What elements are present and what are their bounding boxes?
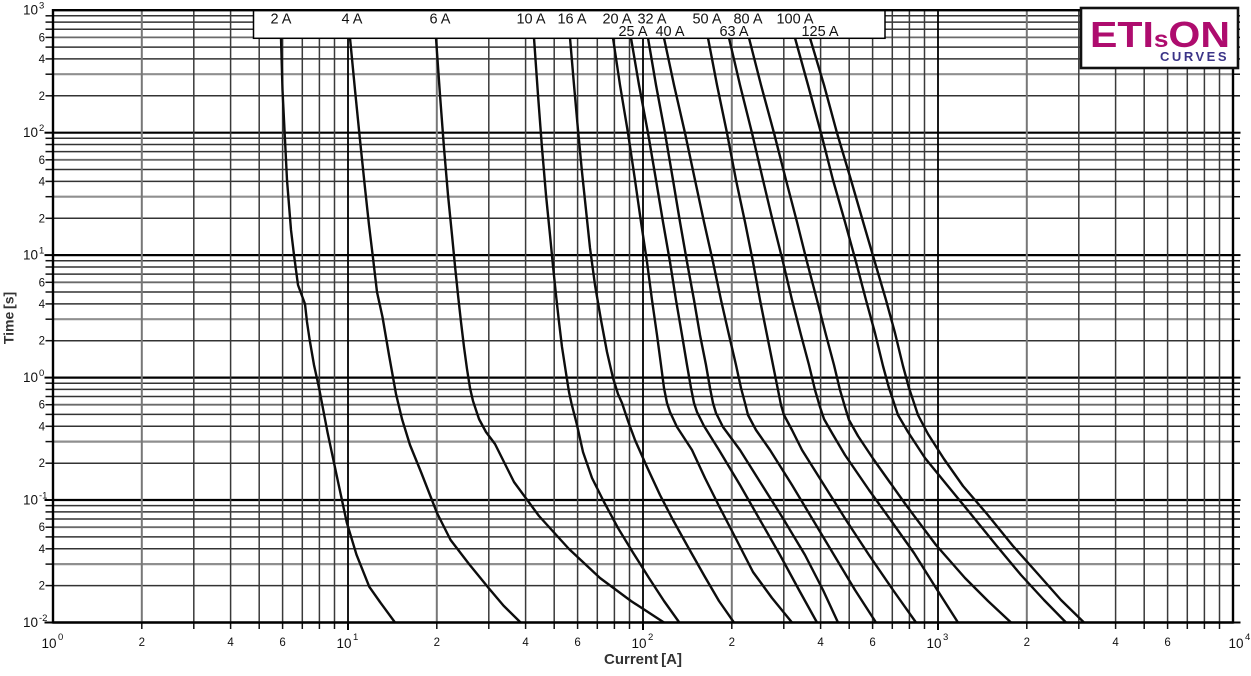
svg-text:16 A: 16 A bbox=[557, 12, 586, 28]
svg-text:Current [A]: Current [A] bbox=[604, 651, 682, 668]
svg-text:0: 0 bbox=[39, 368, 44, 379]
svg-text:6: 6 bbox=[39, 32, 45, 44]
svg-text:6: 6 bbox=[574, 637, 580, 649]
svg-text:2: 2 bbox=[39, 458, 45, 470]
svg-text:2: 2 bbox=[729, 637, 735, 649]
svg-text:6: 6 bbox=[39, 155, 45, 167]
svg-text:3: 3 bbox=[943, 632, 948, 643]
svg-text:32 A: 32 A bbox=[637, 12, 666, 28]
svg-text:10: 10 bbox=[631, 636, 646, 651]
svg-text:6: 6 bbox=[39, 522, 45, 534]
svg-text:50 A: 50 A bbox=[692, 12, 721, 28]
svg-text:2: 2 bbox=[139, 637, 145, 649]
svg-text:10: 10 bbox=[23, 493, 38, 508]
svg-text:1: 1 bbox=[353, 632, 358, 643]
svg-text:10: 10 bbox=[23, 125, 38, 140]
svg-text:0: 0 bbox=[58, 632, 63, 643]
svg-text:2: 2 bbox=[39, 213, 45, 225]
svg-text:Time [s]: Time [s] bbox=[1, 292, 17, 344]
svg-text:2 A: 2 A bbox=[271, 12, 292, 28]
svg-text:1: 1 bbox=[39, 246, 44, 257]
svg-text:20 A: 20 A bbox=[602, 12, 631, 28]
svg-text:6: 6 bbox=[39, 277, 45, 289]
svg-text:25 A: 25 A bbox=[618, 24, 647, 40]
svg-text:4: 4 bbox=[817, 637, 824, 649]
svg-text:4: 4 bbox=[39, 544, 46, 556]
svg-text:100 A: 100 A bbox=[776, 12, 813, 28]
svg-text:63 A: 63 A bbox=[719, 24, 748, 40]
svg-text:4: 4 bbox=[39, 54, 46, 66]
svg-text:80 A: 80 A bbox=[733, 12, 762, 28]
svg-text:4: 4 bbox=[1245, 632, 1250, 643]
svg-text:2: 2 bbox=[434, 637, 440, 649]
svg-text:10: 10 bbox=[41, 636, 56, 651]
svg-text:4: 4 bbox=[39, 421, 46, 433]
svg-text:10: 10 bbox=[926, 636, 941, 651]
svg-text:10: 10 bbox=[23, 370, 38, 385]
svg-text:4 A: 4 A bbox=[342, 12, 363, 28]
svg-text:2: 2 bbox=[39, 91, 45, 103]
svg-text:2: 2 bbox=[1024, 637, 1030, 649]
svg-text:10: 10 bbox=[23, 248, 38, 263]
svg-text:40 A: 40 A bbox=[655, 24, 684, 40]
svg-text:4: 4 bbox=[227, 637, 234, 649]
svg-text:2: 2 bbox=[39, 123, 44, 134]
svg-text:125 A: 125 A bbox=[801, 24, 838, 40]
svg-text:10: 10 bbox=[336, 636, 351, 651]
svg-text:10: 10 bbox=[1228, 636, 1243, 651]
svg-text:-2: -2 bbox=[39, 613, 47, 624]
svg-text:4: 4 bbox=[39, 299, 46, 311]
svg-text:6: 6 bbox=[39, 400, 45, 412]
svg-text:10 A: 10 A bbox=[516, 12, 545, 28]
svg-text:4: 4 bbox=[522, 637, 529, 649]
svg-text:CURVES: CURVES bbox=[1160, 49, 1229, 64]
svg-text:2: 2 bbox=[39, 581, 45, 593]
svg-text:10: 10 bbox=[23, 3, 38, 18]
svg-text:6 A: 6 A bbox=[430, 12, 451, 28]
svg-text:4: 4 bbox=[39, 176, 46, 188]
svg-text:-1: -1 bbox=[39, 491, 47, 502]
svg-text:10: 10 bbox=[23, 615, 38, 630]
svg-text:2: 2 bbox=[39, 336, 45, 348]
svg-text:4: 4 bbox=[1112, 637, 1119, 649]
svg-text:6: 6 bbox=[279, 637, 285, 649]
svg-text:6: 6 bbox=[1164, 637, 1170, 649]
svg-text:6: 6 bbox=[869, 637, 875, 649]
svg-text:2: 2 bbox=[648, 632, 653, 643]
svg-text:3: 3 bbox=[39, 1, 44, 12]
